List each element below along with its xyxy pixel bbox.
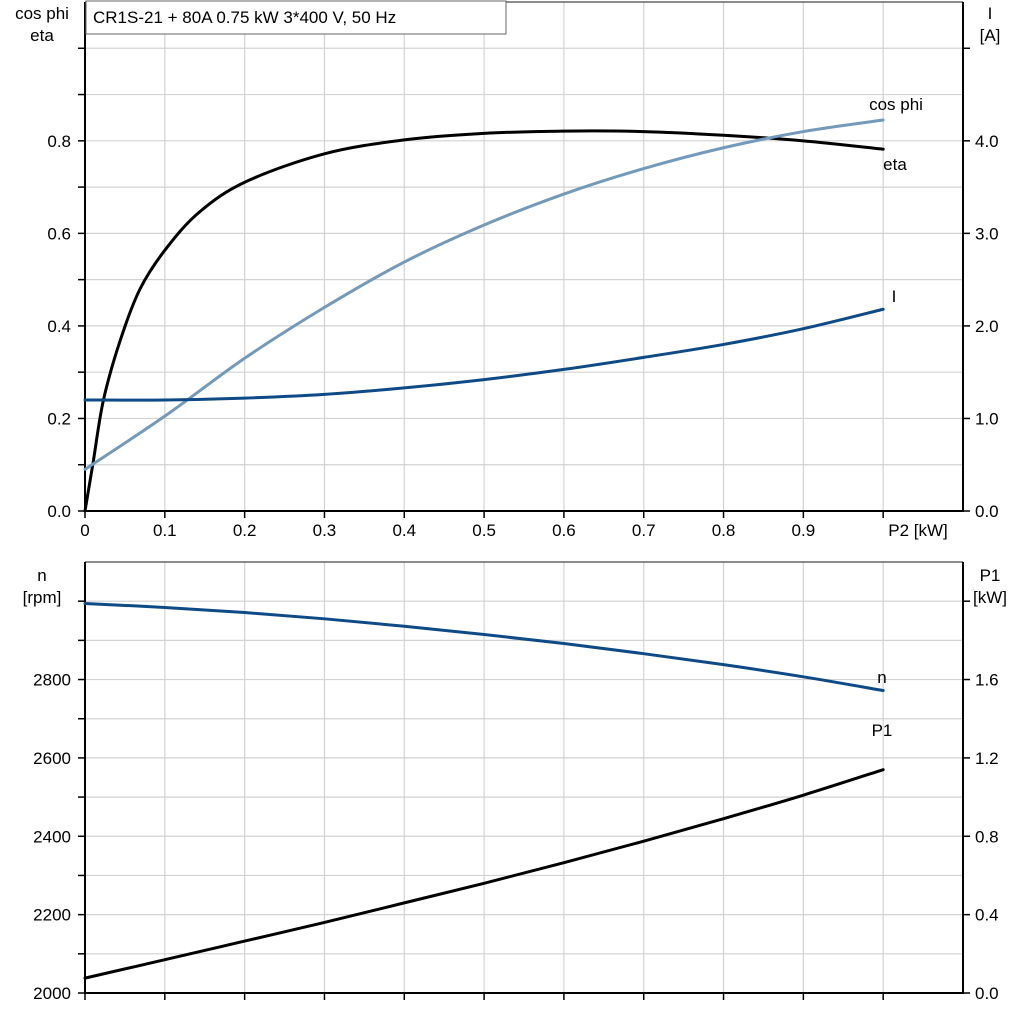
right-axis-label: I bbox=[988, 4, 993, 23]
series-p1-line bbox=[83, 768, 885, 980]
right-tick-label: 3.0 bbox=[975, 224, 999, 243]
right-axis-label: [kW] bbox=[973, 588, 1007, 607]
series-cos-phi-label: cos phi bbox=[869, 95, 923, 114]
title-box: CR1S-21 + 80A 0.75 kW 3*400 V, 50 Hz bbox=[85, 0, 507, 35]
left-tick-label: 2000 bbox=[33, 984, 71, 1003]
left-axis-label: [rpm] bbox=[23, 588, 62, 607]
chart-title: CR1S-21 + 80A 0.75 kW 3*400 V, 50 Hz bbox=[93, 8, 396, 27]
series-cos-phi-line bbox=[83, 118, 885, 471]
x-tick-label: 0.3 bbox=[313, 521, 337, 540]
left-tick-label: 0.6 bbox=[47, 224, 71, 243]
left-axis-label: n bbox=[37, 566, 46, 585]
x-tick-label: 0.7 bbox=[632, 521, 656, 540]
left-tick-label: 2200 bbox=[33, 906, 71, 925]
left-tick-label: 0.2 bbox=[47, 409, 71, 428]
right-tick-label: 0.8 bbox=[975, 827, 999, 846]
left-tick-label: 0.0 bbox=[47, 502, 71, 521]
x-tick-label: 0.8 bbox=[712, 521, 736, 540]
x-tick-label: 0.1 bbox=[153, 521, 177, 540]
left-axis-label: cos phi bbox=[15, 4, 69, 23]
right-tick-label: 1.0 bbox=[975, 409, 999, 428]
x-tick-label: 0.5 bbox=[472, 521, 496, 540]
left-tick-label: 0.8 bbox=[47, 132, 71, 151]
x-tick-label: 0 bbox=[80, 521, 89, 540]
series-n-label: n bbox=[877, 668, 886, 687]
left-tick-label: 2800 bbox=[33, 671, 71, 690]
series-eta-label: eta bbox=[883, 155, 907, 174]
x-tick-label: 0.2 bbox=[233, 521, 257, 540]
series-eta-line bbox=[83, 129, 885, 513]
bottom-chart-speed-power: 2000 2200 2400 2600 2800 0.0 0.4 0.8 1.2 1.6 n [rpm… bbox=[23, 561, 1007, 1003]
x-axis-label: P2 [kW] bbox=[888, 521, 948, 540]
left-tick-label: 0.4 bbox=[47, 317, 71, 336]
right-tick-label: 2.0 bbox=[975, 317, 999, 336]
right-tick-label: 1.2 bbox=[975, 749, 999, 768]
series-i-line bbox=[83, 307, 885, 402]
left-tick-label: 2600 bbox=[33, 749, 71, 768]
x-tick-label: 0.4 bbox=[392, 521, 416, 540]
right-tick-label: 4.0 bbox=[975, 132, 999, 151]
right-axis-label: [A] bbox=[980, 26, 1001, 45]
right-tick-label: 0.0 bbox=[975, 984, 999, 1003]
series-p1-label: P1 bbox=[872, 721, 893, 740]
x-tick-label: 0.6 bbox=[552, 521, 576, 540]
top-chart-efficiency-current: 0.0 0.2 0.4 0.6 0.8 0.0 1.0 2.0 3.0 4.0 0 0.1 0.2 0.3… bbox=[15, 1, 1001, 540]
left-tick-label: 2400 bbox=[33, 827, 71, 846]
series-n-line bbox=[83, 602, 885, 693]
left-axis-label: eta bbox=[30, 26, 54, 45]
series-i-label: I bbox=[892, 287, 897, 306]
right-tick-label: 0.4 bbox=[975, 906, 999, 925]
right-axis-label: P1 bbox=[980, 566, 1001, 585]
right-tick-label: 0.0 bbox=[975, 502, 999, 521]
right-tick-label: 1.6 bbox=[975, 671, 999, 690]
x-tick-label: 0.9 bbox=[792, 521, 816, 540]
